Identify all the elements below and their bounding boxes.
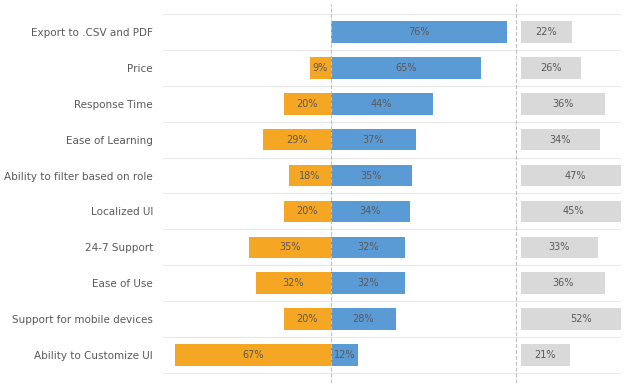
Text: 32%: 32% [282, 278, 304, 288]
Text: 35%: 35% [279, 242, 301, 252]
Bar [331, 165, 412, 186]
Text: 67%: 67% [242, 350, 264, 360]
Text: 22%: 22% [536, 27, 558, 37]
Text: 26%: 26% [541, 63, 562, 73]
Text: 29%: 29% [286, 135, 308, 145]
Bar [521, 129, 600, 151]
Bar [263, 129, 331, 151]
Bar [331, 93, 432, 115]
Text: 65%: 65% [395, 63, 417, 73]
Bar [284, 308, 331, 330]
Text: 34%: 34% [550, 135, 571, 145]
Bar [331, 21, 507, 43]
Text: 47%: 47% [565, 171, 586, 181]
Text: 20%: 20% [297, 314, 318, 324]
Text: 20%: 20% [297, 99, 318, 109]
Text: 52%: 52% [571, 314, 592, 324]
Bar [175, 344, 331, 366]
Bar [284, 93, 331, 115]
Bar [521, 344, 570, 366]
Text: 18%: 18% [299, 171, 321, 181]
Bar [521, 165, 625, 186]
Bar [331, 308, 396, 330]
Bar [521, 57, 581, 79]
Bar [309, 57, 331, 79]
Bar [289, 165, 331, 186]
Bar [521, 201, 625, 222]
Text: 36%: 36% [552, 99, 574, 109]
Text: 35%: 35% [361, 171, 382, 181]
Text: 37%: 37% [362, 135, 384, 145]
Bar [331, 344, 358, 366]
Text: 33%: 33% [549, 242, 570, 252]
Bar [331, 272, 405, 294]
Bar [331, 129, 416, 151]
Bar [284, 201, 331, 222]
Bar [331, 57, 481, 79]
Text: 9%: 9% [312, 63, 328, 73]
Text: 36%: 36% [552, 278, 574, 288]
Bar [256, 272, 331, 294]
Bar [521, 93, 604, 115]
Text: 45%: 45% [562, 206, 584, 216]
Text: 32%: 32% [357, 242, 379, 252]
Text: 12%: 12% [334, 350, 355, 360]
Text: 32%: 32% [357, 278, 379, 288]
Bar [521, 21, 572, 43]
Text: 34%: 34% [359, 206, 381, 216]
Text: 44%: 44% [371, 99, 392, 109]
Text: 28%: 28% [352, 314, 374, 324]
Bar [331, 201, 409, 222]
Bar [521, 272, 604, 294]
Bar [521, 236, 598, 258]
Text: 76%: 76% [408, 27, 429, 37]
Bar [249, 236, 331, 258]
Bar [331, 236, 405, 258]
Bar [521, 308, 625, 330]
Text: 21%: 21% [534, 350, 556, 360]
Text: 20%: 20% [297, 206, 318, 216]
